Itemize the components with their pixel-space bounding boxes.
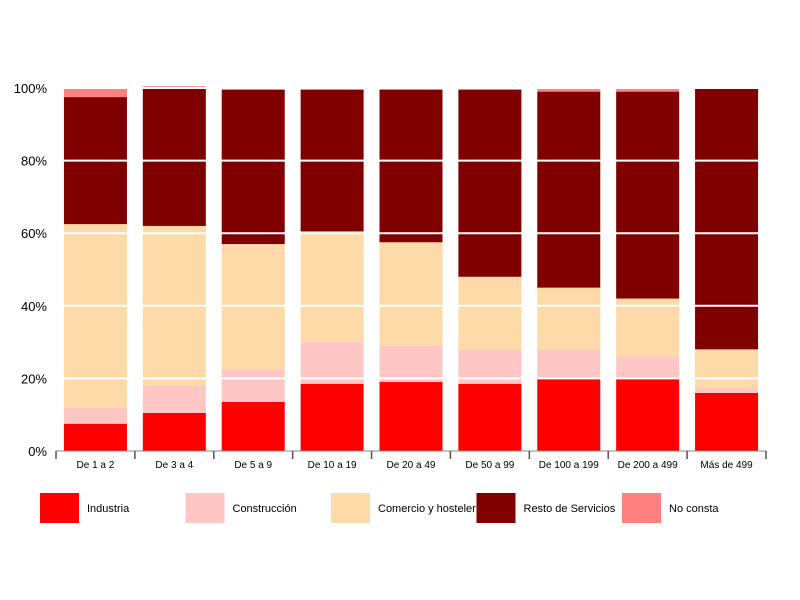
bar-segment bbox=[63, 407, 127, 424]
bar-segment bbox=[616, 298, 680, 357]
y-axis-ticks: 0% 20% 40% 60% 80% 100% bbox=[14, 81, 48, 459]
bar-segment bbox=[379, 345, 443, 383]
bar-segment bbox=[142, 88, 206, 226]
x-tick-label: De 3 a 4 bbox=[155, 460, 193, 471]
legend-label: Industria bbox=[87, 503, 130, 515]
axes bbox=[55, 450, 767, 459]
bar-segment bbox=[616, 91, 680, 299]
legend-swatch bbox=[185, 493, 225, 523]
bar-segment bbox=[537, 349, 601, 379]
bar-segment bbox=[695, 387, 759, 393]
bar-segment bbox=[458, 383, 522, 451]
bar-segment bbox=[221, 401, 285, 451]
x-tick-label: Más de 499 bbox=[700, 460, 753, 471]
y-tick-label: 40% bbox=[21, 299, 47, 314]
bar-segment bbox=[300, 231, 364, 343]
y-tick-label: 80% bbox=[21, 154, 47, 169]
y-tick-label: 100% bbox=[14, 81, 48, 96]
legend-label: Resto de Servicios bbox=[524, 503, 616, 515]
legend-swatch bbox=[622, 493, 661, 523]
bar-segment bbox=[458, 89, 522, 277]
legend-label: Construcción bbox=[233, 503, 297, 515]
bar-segment bbox=[695, 392, 759, 451]
bar-segment bbox=[537, 91, 601, 288]
bar-segment bbox=[537, 88, 601, 92]
legend-swatch bbox=[40, 493, 79, 523]
x-tick-label: De 1 a 2 bbox=[77, 460, 115, 471]
bar-segment bbox=[379, 382, 443, 451]
bar-segment bbox=[379, 89, 443, 243]
bar-segment bbox=[695, 88, 759, 350]
bar-segment bbox=[221, 369, 285, 402]
legend-label: Comercio y hostelería bbox=[378, 503, 486, 515]
bar-segment bbox=[63, 88, 127, 98]
bar-segment bbox=[616, 88, 680, 92]
x-tick-label: De 100 a 199 bbox=[539, 460, 599, 471]
x-tick-label: De 20 a 49 bbox=[387, 460, 436, 471]
gridlines bbox=[56, 87, 766, 380]
legend: Industria Construcción Comercio y hosteler… bbox=[40, 493, 719, 523]
bar-segment bbox=[63, 224, 127, 408]
bar-segment bbox=[300, 342, 364, 384]
bar-segment bbox=[142, 412, 206, 451]
bar-segment bbox=[300, 383, 364, 451]
x-tick-label: De 50 a 99 bbox=[465, 460, 514, 471]
x-tick-label: De 10 a 19 bbox=[308, 460, 357, 471]
legend-swatch bbox=[476, 493, 516, 523]
y-tick-label: 0% bbox=[28, 444, 47, 459]
bar-segment bbox=[695, 349, 759, 388]
bar-segment bbox=[142, 385, 206, 413]
bar-segment bbox=[221, 89, 285, 245]
bar-segment bbox=[616, 378, 680, 451]
y-tick-label: 60% bbox=[21, 226, 47, 241]
y-tick-label: 20% bbox=[21, 371, 47, 386]
legend-swatch bbox=[331, 493, 370, 523]
bars-layer bbox=[63, 86, 759, 451]
bar-segment bbox=[537, 287, 601, 350]
x-tick-label: De 200 a 499 bbox=[618, 460, 678, 471]
bar-segment bbox=[379, 242, 443, 346]
x-axis-ticks: De 1 a 2 De 3 a 4 De 5 a 9 De 10 a 19 De 20 … bbox=[77, 460, 754, 471]
bar-segment bbox=[537, 378, 601, 451]
bar-segment bbox=[616, 356, 680, 379]
x-tick-label: De 5 a 9 bbox=[234, 460, 272, 471]
legend-label: No consta bbox=[669, 503, 719, 515]
bar-segment bbox=[63, 423, 127, 451]
bar-segment bbox=[458, 276, 522, 350]
